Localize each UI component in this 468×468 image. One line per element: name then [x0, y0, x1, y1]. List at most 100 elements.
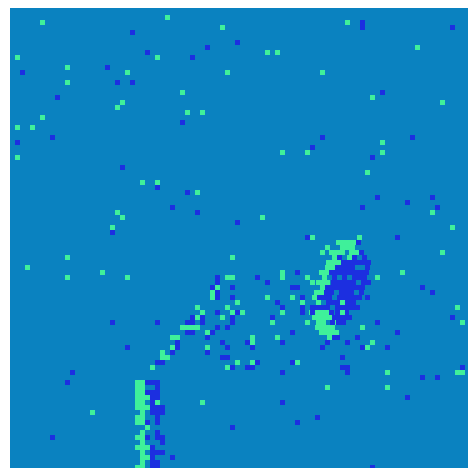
- pixel: [155, 395, 160, 400]
- pixel: [250, 335, 255, 340]
- pixel: [359, 290, 364, 295]
- pixel: [280, 370, 285, 375]
- pixel: [295, 420, 300, 425]
- pixel: [356, 240, 361, 245]
- pixel: [322, 315, 327, 320]
- pixel: [351, 280, 356, 285]
- pixel: [310, 145, 315, 150]
- pixel: [340, 285, 345, 290]
- pixel: [356, 260, 361, 265]
- pixel: [360, 285, 365, 290]
- pixel: [320, 285, 325, 290]
- pixel: [336, 240, 341, 245]
- pixel: [312, 295, 317, 300]
- pixel: [435, 205, 440, 210]
- pixel: [250, 340, 255, 345]
- pixel: [405, 200, 410, 205]
- pixel: [250, 360, 255, 365]
- pixel: [145, 390, 150, 395]
- pixel: [55, 95, 60, 100]
- pixel: [100, 270, 105, 275]
- pixel: [145, 445, 150, 450]
- pixel: [280, 310, 285, 315]
- pixel: [316, 300, 321, 305]
- pixel: [355, 285, 360, 290]
- pixel: [140, 400, 145, 405]
- pixel: [345, 265, 350, 270]
- pixel: [351, 260, 356, 265]
- pixel: [349, 290, 354, 295]
- pixel: [140, 390, 145, 395]
- pixel: [335, 300, 340, 305]
- pixel: [200, 320, 205, 325]
- pixel: [205, 330, 210, 335]
- pixel: [200, 310, 205, 315]
- pixel: [150, 395, 155, 400]
- pixel: [319, 290, 324, 295]
- pixel: [135, 395, 140, 400]
- pixel: [155, 390, 160, 395]
- pixel: [349, 250, 354, 255]
- pixel: [337, 295, 342, 300]
- pixel: [160, 440, 165, 445]
- pixel: [155, 400, 160, 405]
- pixel: [329, 330, 334, 335]
- pixel: [125, 70, 130, 75]
- pixel: [319, 330, 324, 335]
- pixel: [155, 380, 160, 385]
- pixel: [280, 150, 285, 155]
- pixel: [300, 305, 305, 310]
- pixel: [265, 50, 270, 55]
- pixel: [265, 295, 270, 300]
- pixel: [332, 315, 337, 320]
- pixel: [366, 280, 371, 285]
- pixel: [329, 250, 334, 255]
- pixel: [315, 305, 320, 310]
- pixel: [140, 440, 145, 445]
- pixel: [20, 70, 25, 75]
- pixel: [140, 460, 145, 465]
- pixel: [340, 305, 345, 310]
- pixel: [305, 275, 310, 280]
- pixel: [375, 320, 380, 325]
- pixel: [335, 335, 340, 340]
- pixel: [340, 300, 345, 305]
- pixel: [310, 310, 315, 315]
- pixel: [230, 295, 235, 300]
- pixel: [155, 405, 160, 410]
- pixel: [345, 285, 350, 290]
- pixel: [455, 370, 460, 375]
- pixel: [155, 450, 160, 455]
- pixel: [320, 135, 325, 140]
- pixel: [200, 110, 205, 115]
- pixel: [155, 435, 160, 440]
- pixel: [360, 205, 365, 210]
- pixel: [460, 370, 465, 375]
- pixel: [215, 290, 220, 295]
- pixel: [321, 320, 326, 325]
- pixel: [275, 300, 280, 305]
- pixel: [329, 310, 334, 315]
- pixel: [340, 355, 345, 360]
- pixel: [345, 340, 350, 345]
- pixel: [65, 380, 70, 385]
- pixel: [135, 405, 140, 410]
- pixel: [316, 320, 321, 325]
- pixel: [185, 110, 190, 115]
- pixel: [220, 340, 225, 345]
- pixel: [155, 320, 160, 325]
- pixel: [339, 250, 344, 255]
- pixel: [337, 255, 342, 260]
- pixel: [210, 285, 215, 290]
- pixel: [345, 20, 350, 25]
- pixel: [180, 90, 185, 95]
- pixel: [325, 265, 330, 270]
- pixel: [130, 80, 135, 85]
- pixel: [215, 325, 220, 330]
- pixel: [215, 295, 220, 300]
- pixel: [225, 365, 230, 370]
- pixel: [150, 460, 155, 465]
- pixel: [215, 310, 220, 315]
- pixel: [185, 325, 190, 330]
- pixel: [135, 400, 140, 405]
